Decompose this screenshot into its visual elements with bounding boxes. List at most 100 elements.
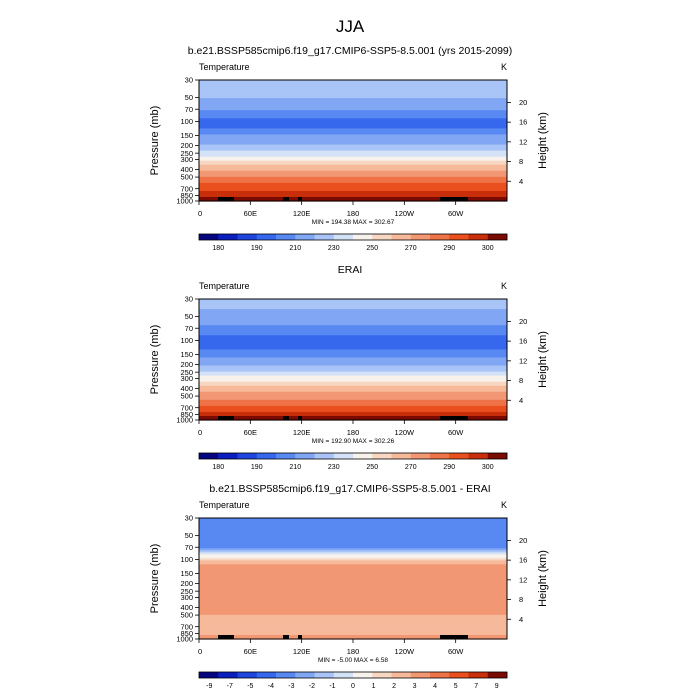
colorbar-label: 230 xyxy=(328,245,340,252)
x-tick-label: 120W xyxy=(395,647,416,656)
colorbar-swatch xyxy=(468,453,489,459)
contour-band xyxy=(199,542,507,545)
contour-band xyxy=(199,94,507,97)
contour-band xyxy=(199,405,507,409)
contour-band xyxy=(199,359,507,363)
contour-band xyxy=(199,530,507,533)
x-tick-label: 120E xyxy=(293,647,311,656)
contour-band xyxy=(199,329,507,332)
contour-band xyxy=(199,122,507,125)
y-tick-label: 150 xyxy=(180,131,193,140)
contour-band xyxy=(199,538,507,541)
x-tick-label: 120W xyxy=(395,209,416,218)
contour-band xyxy=(199,337,507,340)
colorbar-swatch xyxy=(218,453,238,459)
x-tick-label: 180 xyxy=(347,647,360,656)
panel-title: b.e21.BSSP585cmip6.f19_g17.CMIP6-SSP5-8.… xyxy=(209,483,490,495)
colorbar-label: 5 xyxy=(454,683,458,690)
contour-band xyxy=(199,596,507,600)
contour-band xyxy=(199,534,507,537)
colorbar-swatch xyxy=(333,234,354,240)
colorbar-swatch xyxy=(199,453,219,459)
colorbar-label: 0 xyxy=(351,683,355,690)
figure-title: JJA xyxy=(336,17,365,36)
contour-band xyxy=(199,156,507,160)
contour-band xyxy=(199,395,507,399)
height-tick-label: 4 xyxy=(519,396,523,405)
contour-band xyxy=(199,154,507,158)
colorbar-label: 180 xyxy=(212,245,224,252)
contour-band xyxy=(199,417,507,421)
contour-band xyxy=(199,347,507,351)
colorbar-swatch xyxy=(218,234,238,240)
contour-band xyxy=(199,536,507,539)
colorbar-swatch xyxy=(353,672,373,678)
y-tick-label: 400 xyxy=(180,384,193,393)
contour-band xyxy=(199,393,507,397)
y-tick-label: 850 xyxy=(180,191,193,200)
contour-band xyxy=(199,90,507,93)
contour-band xyxy=(199,108,507,111)
colorbar-label: 300 xyxy=(482,464,494,471)
colorbar: 180 190 210 230 250 270 290 300 xyxy=(198,452,508,471)
height-tick-label: 16 xyxy=(519,556,527,565)
contour-band xyxy=(199,134,507,138)
contour-band xyxy=(199,528,507,531)
contour-band xyxy=(199,606,507,610)
y-tick-label: 50 xyxy=(185,312,193,321)
x-tick-label: 120E xyxy=(293,209,311,218)
contour-band xyxy=(199,624,507,628)
colorbar-swatch xyxy=(487,453,508,459)
colorbar-label: 9 xyxy=(495,683,499,690)
min-max-label: MIN = -5.00 MAX = 6.58 xyxy=(318,657,388,664)
contour-band xyxy=(199,152,507,156)
colorbar-swatch xyxy=(468,234,489,240)
y-tick-label: 70 xyxy=(185,543,193,552)
contour-band xyxy=(199,385,507,389)
height-tick-label: 20 xyxy=(519,536,527,545)
contour-band xyxy=(199,367,507,371)
y-tick-label: 700 xyxy=(180,184,193,193)
y-tick-label: 30 xyxy=(185,76,193,85)
units-label: K xyxy=(501,281,507,291)
contour-band xyxy=(199,518,507,521)
contour-band xyxy=(199,612,507,616)
y-axis-title: Pressure (mb) xyxy=(149,325,161,395)
panel-title: ERAI xyxy=(338,264,363,276)
colorbar-label: 7 xyxy=(474,683,478,690)
colorbar-label: -1 xyxy=(329,683,335,690)
colorbar-label: 210 xyxy=(289,245,301,252)
colorbar-swatch xyxy=(314,672,335,678)
colorbar-label: 250 xyxy=(366,245,378,252)
colorbar-swatch xyxy=(295,234,315,240)
contour-band xyxy=(199,564,507,567)
contour-band xyxy=(199,106,507,109)
contour-band xyxy=(199,544,507,547)
colorbar-label: -5 xyxy=(247,683,253,690)
colorbar-swatch xyxy=(295,672,315,678)
contour-band xyxy=(199,634,507,638)
x-tick-label: 60E xyxy=(244,647,257,656)
contour-band xyxy=(199,176,507,180)
contour-band xyxy=(199,626,507,630)
contour-band xyxy=(199,100,507,103)
colorbar-swatch xyxy=(430,234,450,240)
height-axis-title: Height (km) xyxy=(537,331,549,388)
contour-band xyxy=(199,387,507,391)
y-tick-label: 1000 xyxy=(176,197,193,206)
contour-band xyxy=(199,628,507,632)
contour-band xyxy=(199,371,507,375)
contour-band xyxy=(199,524,507,527)
colorbar-label: -9 xyxy=(206,683,212,690)
contour-band xyxy=(199,401,507,405)
y-tick-label: 1000 xyxy=(176,416,193,425)
contour-band xyxy=(199,184,507,188)
terrain-block xyxy=(218,416,234,420)
contour-band xyxy=(199,178,507,182)
y-tick-label: 400 xyxy=(180,603,193,612)
y-tick-label: 150 xyxy=(180,569,193,578)
colorbar-frame xyxy=(198,233,508,241)
